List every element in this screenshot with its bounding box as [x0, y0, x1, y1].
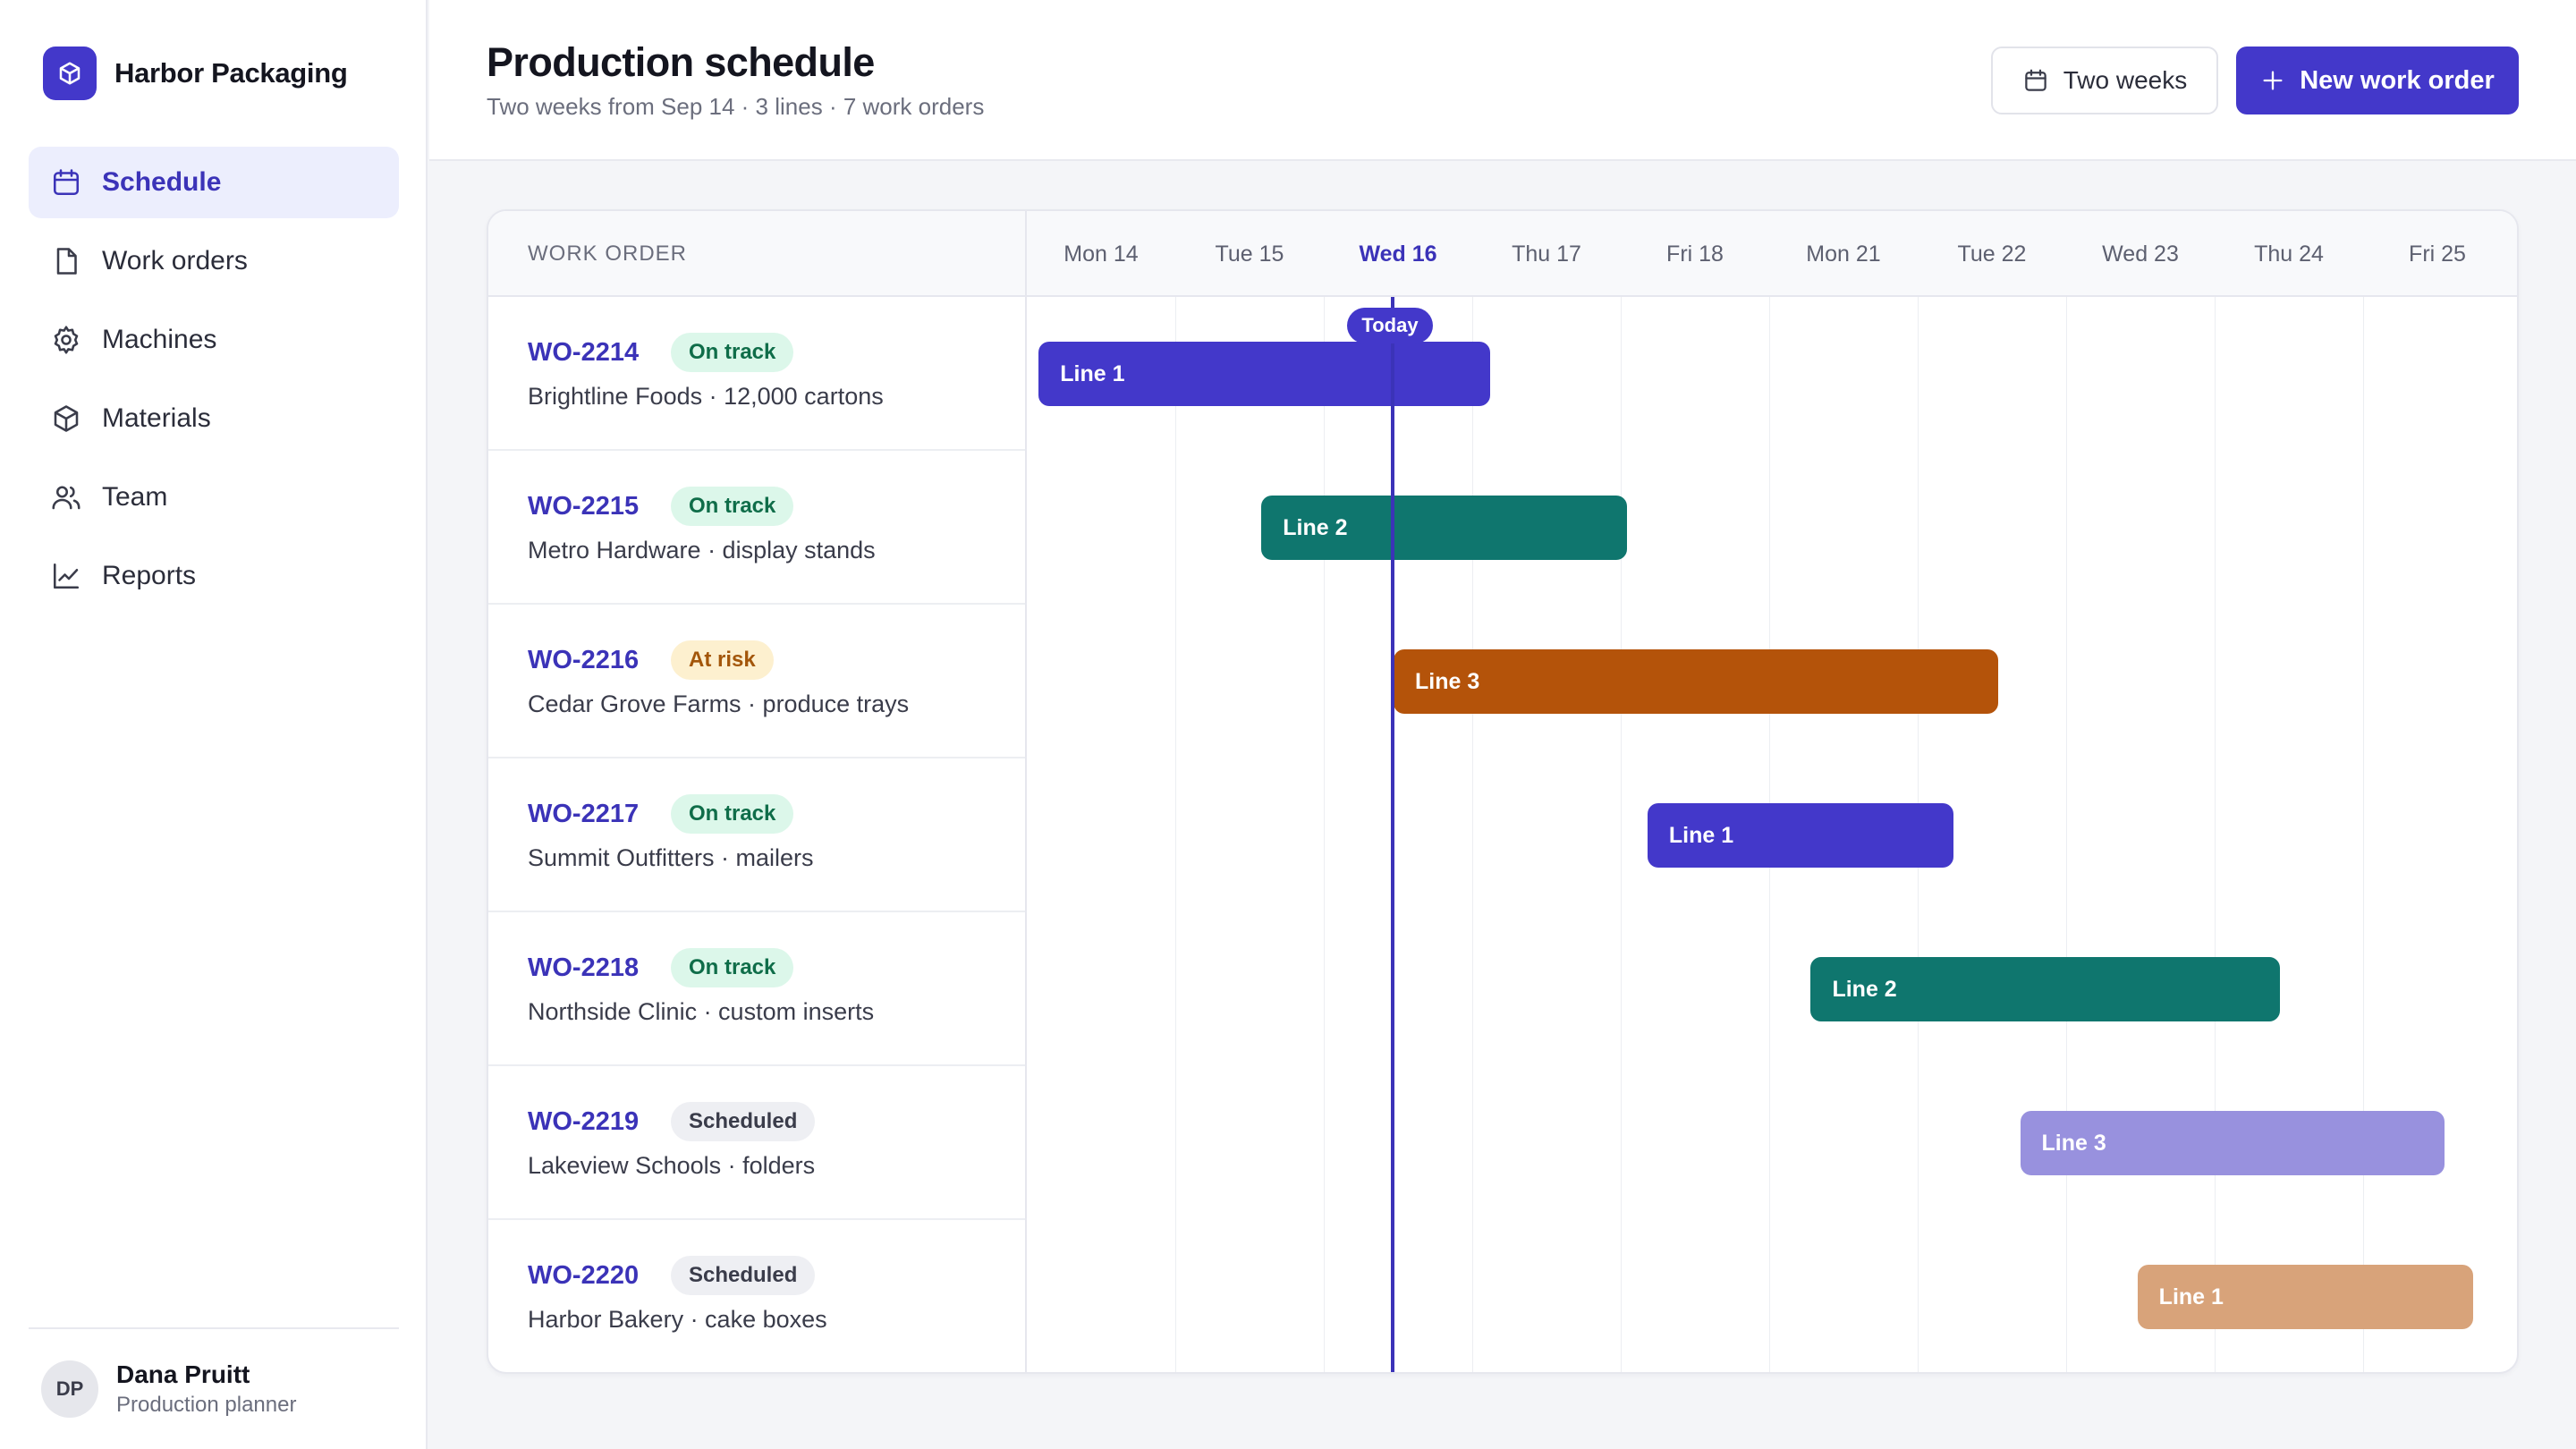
sidebar: Harbor Packaging Schedule Work orders Ma…: [0, 0, 428, 1449]
schedule-bar[interactable]: Line 1: [1038, 342, 1490, 406]
day-column-header: Thu 17: [1512, 241, 1581, 267]
day-column-header: Wed 23: [2102, 241, 2179, 267]
work-order-column-label: WORK ORDER: [528, 242, 687, 266]
user-profile[interactable]: DP Dana Pruitt Production planner: [29, 1327, 399, 1449]
work-order-description: Harbor Bakery · cake boxes: [528, 1306, 827, 1333]
sidebar-item-team[interactable]: Team: [29, 462, 399, 533]
work-order-row[interactable]: WO-2217 On track Summit Outfitters · maile…: [488, 758, 1025, 912]
work-order-id[interactable]: WO-2220: [528, 1261, 640, 1290]
work-order-description: Metro Hardware · display stands: [528, 537, 876, 564]
schedule-bar[interactable]: Line 3: [1394, 649, 1998, 714]
sidebar-item-materials[interactable]: Materials: [29, 383, 399, 454]
status-badge: Scheduled: [671, 1102, 816, 1141]
schedule-bar[interactable]: Line 2: [1261, 496, 1627, 560]
sidebar-item-label: Reports: [102, 561, 197, 590]
sidebar-item-work-orders[interactable]: Work orders: [29, 225, 399, 297]
day-gridline: [2215, 297, 2216, 1372]
sidebar-nav: Schedule Work orders Machines Materials …: [29, 147, 399, 619]
work-order-row[interactable]: WO-2220 Scheduled Harbor Bakery · cake box…: [488, 1220, 1025, 1372]
page-subtitle: Two weeks from Sep 14 · 3 lines · 7 work…: [487, 93, 985, 120]
user-role: Production planner: [116, 1393, 297, 1417]
sidebar-item-label: Machines: [102, 325, 217, 354]
box-icon: [50, 402, 82, 435]
schedule-bar[interactable]: Line 1: [2137, 1265, 2473, 1329]
page-title: Production schedule: [487, 39, 875, 85]
day-column-header: Fri 25: [2409, 241, 2466, 267]
sidebar-item-label: Materials: [102, 403, 211, 433]
day-column-header: Wed 16: [1359, 241, 1437, 267]
work-order-description: Brightline Foods · 12,000 cartons: [528, 383, 884, 410]
sidebar-item-reports[interactable]: Reports: [29, 540, 399, 612]
schedule-bar[interactable]: Line 1: [1647, 803, 1953, 868]
day-column-header: Thu 24: [2254, 241, 2324, 267]
work-order-description: Summit Outfitters · mailers: [528, 844, 814, 871]
page-header: Production schedule Two weeks from Sep 1…: [429, 0, 2576, 161]
work-order-row[interactable]: WO-2214 On track Brightline Foods · 12,000…: [488, 297, 1025, 451]
cube-icon: [43, 47, 97, 100]
day-column-header: Fri 18: [1666, 241, 1724, 267]
day-column-header: Tue 22: [1957, 241, 2027, 267]
user-name: Dana Pruitt: [116, 1360, 250, 1388]
work-order-id[interactable]: WO-2215: [528, 492, 640, 521]
sidebar-item-machines[interactable]: Machines: [29, 304, 399, 376]
work-order-id[interactable]: WO-2217: [528, 800, 640, 828]
day-gridline: [2066, 297, 2067, 1372]
schedule-bar[interactable]: Line 3: [2020, 1111, 2445, 1175]
day-gridline: [1175, 297, 1176, 1372]
work-order-id[interactable]: WO-2219: [528, 1107, 640, 1136]
plus-icon: [2263, 71, 2283, 90]
work-order-description: Lakeview Schools · folders: [528, 1152, 816, 1179]
day-gridline: [1324, 297, 1325, 1372]
today-marker-label: Today: [1347, 308, 1433, 343]
work-order-description: Northside Clinic · custom inserts: [528, 998, 875, 1025]
sidebar-item-label: Team: [102, 482, 168, 512]
new-work-order-button[interactable]: New work order: [2236, 47, 2519, 114]
date-range-label: Two weeks: [2063, 66, 2188, 94]
status-badge: Scheduled: [671, 1256, 816, 1295]
avatar: DP: [41, 1360, 98, 1418]
day-gridline: [1472, 297, 1473, 1372]
sidebar-item-schedule[interactable]: Schedule: [29, 147, 399, 218]
work-order-id[interactable]: WO-2216: [528, 646, 640, 674]
work-order-row[interactable]: WO-2219 Scheduled Lakeview Schools · folde…: [488, 1066, 1025, 1220]
work-order-id[interactable]: WO-2218: [528, 953, 640, 982]
chart-line-icon: [50, 560, 82, 592]
work-order-id[interactable]: WO-2214: [528, 338, 640, 367]
brand-name: Harbor Packaging: [114, 57, 348, 89]
work-order-row[interactable]: WO-2215 On track Metro Hardware · display …: [488, 451, 1025, 605]
day-column-header: Mon 14: [1063, 241, 1139, 267]
schedule-gantt: WORK ORDER Mon 14 Tue 15 Wed 16 Thu 17 Fri 1…: [487, 209, 2519, 1374]
status-badge: At risk: [671, 640, 774, 680]
work-order-row[interactable]: WO-2218 On track Northside Clinic · custom…: [488, 912, 1025, 1066]
work-order-row[interactable]: WO-2216 At risk Cedar Grove Farms · produc…: [488, 605, 1025, 758]
new-work-order-label: New work order: [2300, 65, 2495, 95]
date-range-button[interactable]: Two weeks: [1991, 47, 2218, 114]
status-badge: On track: [671, 948, 794, 987]
gantt-header: WORK ORDER Mon 14 Tue 15 Wed 16 Thu 17 Fri 1…: [488, 211, 2517, 297]
day-column-header: Tue 15: [1215, 241, 1284, 267]
calendar-icon: [2025, 69, 2046, 91]
document-icon: [50, 245, 82, 277]
calendar-icon: [50, 166, 82, 199]
day-gridline: [1621, 297, 1622, 1372]
status-badge: On track: [671, 487, 794, 526]
schedule-bar[interactable]: Line 2: [1810, 957, 2281, 1021]
today-marker-line: [1391, 297, 1394, 1372]
sidebar-item-label: Schedule: [102, 167, 222, 197]
gear-icon: [50, 324, 82, 356]
day-column-header: Mon 21: [1806, 241, 1881, 267]
status-badge: On track: [671, 333, 794, 372]
users-icon: [50, 481, 82, 513]
work-order-description: Cedar Grove Farms · produce trays: [528, 691, 910, 717]
day-gridline: [2363, 297, 2364, 1372]
column-divider: [1025, 211, 1027, 1372]
brand[interactable]: Harbor Packaging: [43, 47, 348, 100]
sidebar-item-label: Work orders: [102, 246, 248, 275]
status-badge: On track: [671, 794, 794, 834]
